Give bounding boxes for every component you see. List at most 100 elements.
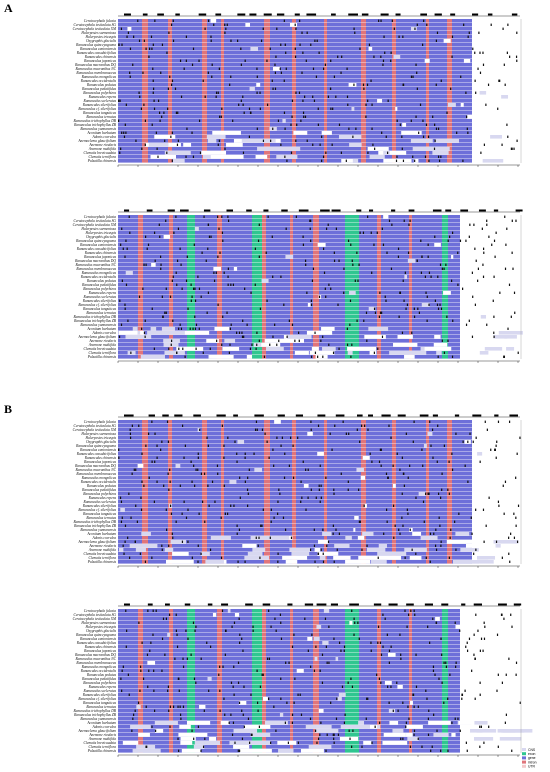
variant-mark [425, 689, 427, 692]
alignment-cell [118, 151, 142, 155]
alignment-gap [197, 428, 201, 432]
variant-mark [220, 115, 222, 118]
alignment-cell [172, 500, 202, 504]
alignment-cell [448, 303, 460, 307]
alignment-cell [222, 255, 252, 259]
alignment-cell [207, 456, 221, 460]
alignment-cell [448, 637, 460, 641]
alignment-cell [264, 456, 270, 460]
alignment-cell [426, 472, 429, 476]
alignment-cell [262, 259, 266, 263]
alignment-cell [173, 303, 187, 307]
alignment-cell [448, 243, 460, 247]
alignment-cell [195, 279, 217, 283]
variant-mark [131, 472, 133, 475]
variant-mark [176, 645, 179, 648]
variant-mark [167, 87, 169, 90]
alignment-cell [392, 127, 396, 131]
alignment-cell [327, 460, 361, 464]
variant-mark [168, 488, 170, 491]
alignment-cell [409, 613, 412, 617]
alignment-cell [412, 609, 442, 613]
alignment-cell [292, 504, 296, 508]
variant-mark [237, 560, 239, 563]
alignment-cell [292, 508, 296, 512]
alignment-cell [319, 219, 345, 223]
alignment-cell [138, 323, 143, 327]
alignment-cell [142, 135, 148, 139]
alignment-cell [217, 633, 222, 637]
variant-mark [171, 131, 173, 134]
alignment-cell [381, 347, 409, 351]
alignment-cell [207, 115, 221, 119]
alignment-cell [426, 440, 429, 444]
species-label: Ranunculus polyrhizos [83, 681, 116, 685]
variant-mark [309, 219, 311, 222]
variant-mark [517, 351, 519, 354]
alignment-cell [293, 323, 313, 327]
variant-mark [152, 633, 154, 636]
alignment-cell [359, 665, 377, 669]
alignment-cell [448, 263, 460, 267]
alignment-cell [224, 492, 264, 496]
alignment-cell [262, 681, 266, 685]
alignment-cell [222, 283, 252, 287]
variant-mark [129, 47, 132, 50]
alignment-cell [270, 83, 292, 87]
alignment-cell [266, 331, 290, 335]
alignment-cell [381, 287, 409, 291]
alignment-cell [252, 327, 262, 331]
alignment-cell [118, 424, 142, 428]
alignment-cell [202, 35, 207, 39]
alignment-cell [169, 271, 173, 275]
alignment-cell [327, 520, 361, 524]
variant-mark [304, 95, 306, 98]
alignment-cell [377, 303, 381, 307]
alignment-gap [234, 613, 240, 617]
species-label: Ranunculus quinceyagoana [76, 239, 116, 243]
alignment-gap [172, 159, 185, 163]
alignment-cell [409, 319, 412, 323]
variant-mark [181, 287, 183, 290]
variant-mark [238, 103, 240, 106]
alignment-cell [264, 99, 270, 103]
alignment-cell [396, 428, 426, 432]
alignment-cell [313, 701, 319, 705]
alignment-cell [327, 79, 361, 83]
alignment-cell [217, 331, 222, 335]
alignment-cell [262, 347, 266, 351]
alignment-cell [264, 532, 270, 536]
alignment-cell [172, 135, 202, 139]
alignment-cell [143, 633, 169, 637]
variant-mark [307, 496, 309, 499]
variant-mark [160, 267, 162, 270]
variant-mark [324, 63, 327, 66]
alignment-cell [313, 685, 319, 689]
alignment-cell [296, 119, 324, 123]
alignment-cell [266, 311, 290, 315]
variant-mark [248, 135, 250, 138]
alignment-cell [217, 279, 222, 283]
alignment-cell [202, 448, 207, 452]
alignment-cell [195, 697, 217, 701]
variant-mark [482, 508, 485, 511]
alignment-cell [292, 480, 296, 484]
alignment-cell [319, 307, 345, 311]
variant-mark [230, 504, 232, 507]
alignment-cell [381, 609, 409, 613]
alignment-cell [168, 19, 172, 23]
variant-mark [399, 291, 401, 294]
alignment-gap [501, 343, 523, 347]
variant-mark [488, 496, 490, 499]
alignment-cell [118, 452, 142, 456]
variant-mark [498, 79, 500, 82]
alignment-cell [396, 476, 426, 480]
variant-mark [457, 251, 459, 254]
alignment-cell [366, 516, 392, 520]
alignment-cell [319, 259, 345, 263]
alignment-cell [361, 460, 366, 464]
variant-mark [198, 327, 200, 330]
alignment-cell [429, 504, 447, 508]
alignment-cell [264, 428, 270, 432]
variant-mark [275, 55, 277, 58]
